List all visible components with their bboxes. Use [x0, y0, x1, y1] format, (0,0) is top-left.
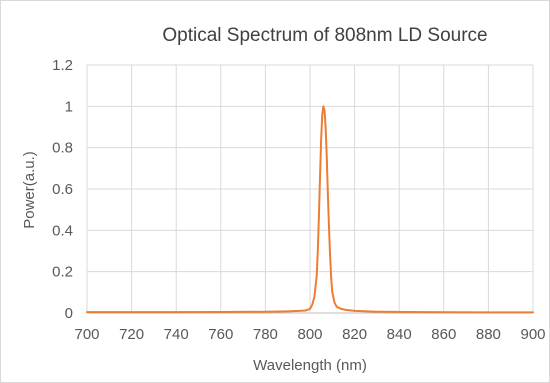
x-tick-label: 740 [164, 326, 189, 343]
x-tick-label: 800 [297, 326, 322, 343]
y-axis-ticks: 0 0.2 0.4 0.6 0.8 1 1.2 [52, 57, 73, 322]
y-tick-label: 0 [65, 305, 73, 322]
y-tick-label: 1 [65, 98, 73, 115]
x-tick-label: 860 [431, 326, 456, 343]
y-tick-label: 0.6 [52, 181, 73, 198]
y-tick-label: 0.4 [52, 222, 73, 239]
chart-title: Optical Spectrum of 808nm LD Source [162, 25, 487, 46]
series-layer [86, 105, 534, 314]
x-axis-title: Wavelength (nm) [253, 357, 367, 374]
x-tick-label: 760 [208, 326, 233, 343]
x-tick-label: 720 [119, 326, 144, 343]
y-axis-title: Power(a.u.) [21, 151, 38, 229]
y-tick-label: 0.2 [52, 264, 73, 281]
x-tick-label: 900 [520, 326, 545, 343]
x-tick-label: 700 [74, 326, 99, 343]
y-tick-label: 1.2 [52, 57, 73, 74]
x-axis-ticks: 700 720 740 760 780 800 820 840 860 880 900 [74, 326, 545, 343]
x-tick-label: 820 [342, 326, 367, 343]
y-tick-label: 0.8 [52, 140, 73, 157]
series-line [86, 105, 534, 314]
x-tick-label: 780 [253, 326, 278, 343]
x-tick-label: 880 [476, 326, 501, 343]
x-tick-label: 840 [387, 326, 412, 343]
